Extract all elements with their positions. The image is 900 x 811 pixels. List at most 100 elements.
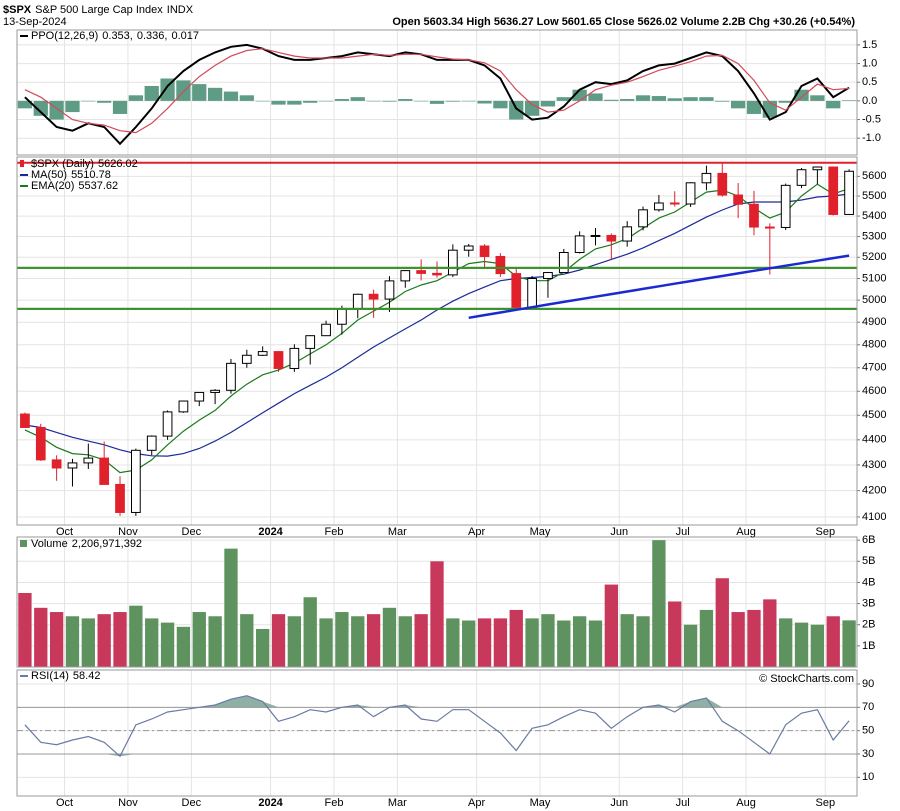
histogram-bar [556,97,571,101]
legend-text: 5537.62 [78,180,118,192]
x-tick-label: Apr [468,526,485,538]
candle-body [368,293,379,300]
histogram-bar [303,100,318,103]
moving-average [24,183,850,474]
volume-bar [414,614,428,667]
candle-body [717,172,728,196]
candle-body [20,413,30,428]
candle-body [384,280,395,300]
candle-body [764,226,775,229]
volume-bar [763,599,777,667]
y-tick-label: 1B [862,640,875,652]
histogram-bar [715,100,730,102]
moving-average [24,193,850,457]
histogram-bar [651,96,667,101]
volume-bar [256,628,270,667]
candle-body [289,347,300,369]
x-tick-label: Mar [388,797,407,809]
candle-body [812,166,823,171]
x-tick-label: Jul [676,797,690,809]
x-tick-label: Aug [736,797,756,809]
volume-bar [636,616,650,667]
candle-body [337,308,347,325]
candle-body [654,202,664,211]
legend-text: , [164,30,167,42]
volume-bar [271,614,286,667]
legend-text: , [130,30,133,42]
legend-text: 0.353 [102,30,130,42]
volume-bar [351,616,365,667]
legend-text: 0.336 [137,30,165,42]
panel-frame [16,669,858,797]
candle-body [669,202,680,205]
x-tick-label: Jun [610,526,628,538]
candle-body [131,449,141,513]
volume-bar [319,618,333,667]
y-tick-label: 4300 [862,459,886,471]
y-tick-label: 4B [862,576,875,588]
volume-bar [145,618,159,667]
candle-body [162,411,173,437]
y-tick-label: 4200 [862,485,886,497]
volume-bar [731,612,745,667]
histogram-bar [461,100,476,102]
y-tick-label: 5500 [862,190,886,202]
legend-text: 5626.02 [98,158,138,170]
volume-bar [430,561,444,667]
histogram-bar [207,87,223,101]
candle-body [495,255,506,275]
histogram-bar [49,100,64,120]
legend-text: EMA(20) [31,180,74,192]
histogram-bar [826,100,841,109]
histogram-bar [731,100,746,109]
x-tick-label: Nov [118,526,138,538]
candle-body [321,323,331,337]
x-tick-label: Jul [676,526,690,538]
trendline [468,254,850,320]
y-tick-label: 70 [862,701,874,713]
histogram-bar [572,89,587,101]
candle-body [257,351,268,356]
x-tick-label: Mar [388,526,407,538]
x-tick-label: 2024 [258,526,283,538]
candle-body [558,251,569,274]
volume-bar [160,622,175,667]
y-tick-label: 4600 [862,385,886,397]
histogram-bar [318,100,334,102]
candle-body [99,457,110,485]
volume-bar [382,607,397,667]
x-tick-label: Feb [324,797,343,809]
candle-body [796,169,807,186]
legend-text: PPO(12,26,9) [31,30,98,42]
histogram-bar [635,95,651,101]
histogram-bar [144,85,159,101]
y-tick-label: 0.5 [862,76,877,88]
candle-body [416,270,427,274]
legend-text: 0.017 [171,30,199,42]
candle-body [638,209,648,228]
candle-body [749,203,759,228]
candle-body [226,362,236,391]
volume-bar [208,616,222,667]
histogram-bar [160,78,175,101]
candle-body [35,426,46,461]
y-tick-label: 5100 [862,272,886,284]
x-tick-label: Apr [468,797,485,809]
histogram-bar [350,97,365,101]
histogram-bar [841,100,857,101]
x-tick-label: Nov [118,797,138,809]
volume-bar [557,620,571,667]
volume-bar [49,612,64,667]
candle-body [447,249,458,276]
candle-body [432,272,442,276]
y-tick-label: 4400 [862,434,886,446]
y-tick-label: 5B [862,555,875,567]
histogram-bar [287,100,302,105]
histogram-bar [509,100,524,120]
histogram-bar [398,99,413,101]
histogram-bar [667,98,682,101]
volume-bar [668,601,682,667]
candle-body [828,166,839,215]
histogram-bar [699,97,714,101]
